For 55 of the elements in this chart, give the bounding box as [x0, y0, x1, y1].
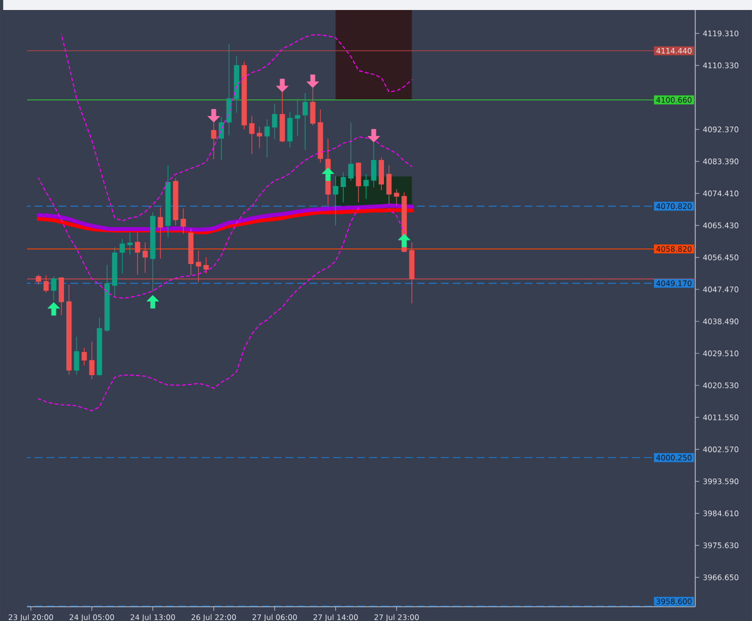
candlestick [264, 118, 270, 158]
candlestick [127, 232, 133, 255]
candlestick [58, 276, 64, 316]
candlestick [378, 156, 384, 190]
candlestick [340, 172, 346, 203]
candlestick [318, 108, 324, 163]
candlestick [150, 212, 156, 292]
point [48, 302, 60, 316]
point [146, 294, 160, 308]
candlestick [363, 174, 369, 200]
candlestick [134, 232, 140, 275]
candlestick [203, 256, 209, 274]
candlestick [96, 317, 102, 376]
candlestick [165, 164, 171, 238]
candlestick [43, 274, 49, 293]
candlestick [332, 175, 338, 226]
candlestick [74, 336, 80, 375]
candlestick [242, 61, 247, 130]
candlestick [256, 126, 262, 148]
candlestick [302, 92, 308, 150]
candlestick [234, 56, 240, 114]
candlestick [211, 122, 216, 160]
candlestick [310, 87, 316, 126]
candlestick [142, 242, 148, 274]
candlestick [51, 276, 56, 300]
candlestick [112, 246, 118, 297]
candlestick [218, 116, 224, 160]
candlestick [371, 142, 376, 188]
candlestick [348, 122, 354, 182]
candlestick [394, 188, 400, 206]
candlestick [188, 228, 194, 276]
candlestick [409, 242, 414, 304]
point [368, 128, 380, 142]
candlestick [66, 284, 72, 375]
point [208, 108, 220, 122]
candlestick [89, 341, 94, 380]
candlestick [158, 206, 164, 259]
candlestick [287, 111, 293, 148]
candlestick [226, 43, 232, 136]
candlestick [180, 208, 186, 234]
point [276, 78, 289, 92]
candlestick [82, 347, 87, 366]
candlestick [173, 178, 178, 226]
candlestick [356, 162, 362, 203]
candlestick [104, 264, 110, 332]
candlestick [294, 98, 300, 136]
candlestick [196, 250, 202, 282]
candlestick [272, 103, 278, 140]
candlestick [386, 164, 392, 204]
point [306, 74, 319, 88]
point [398, 234, 410, 248]
candlestick [249, 116, 254, 154]
candlestick [120, 238, 125, 274]
candlestick [36, 274, 42, 285]
point [322, 167, 334, 181]
